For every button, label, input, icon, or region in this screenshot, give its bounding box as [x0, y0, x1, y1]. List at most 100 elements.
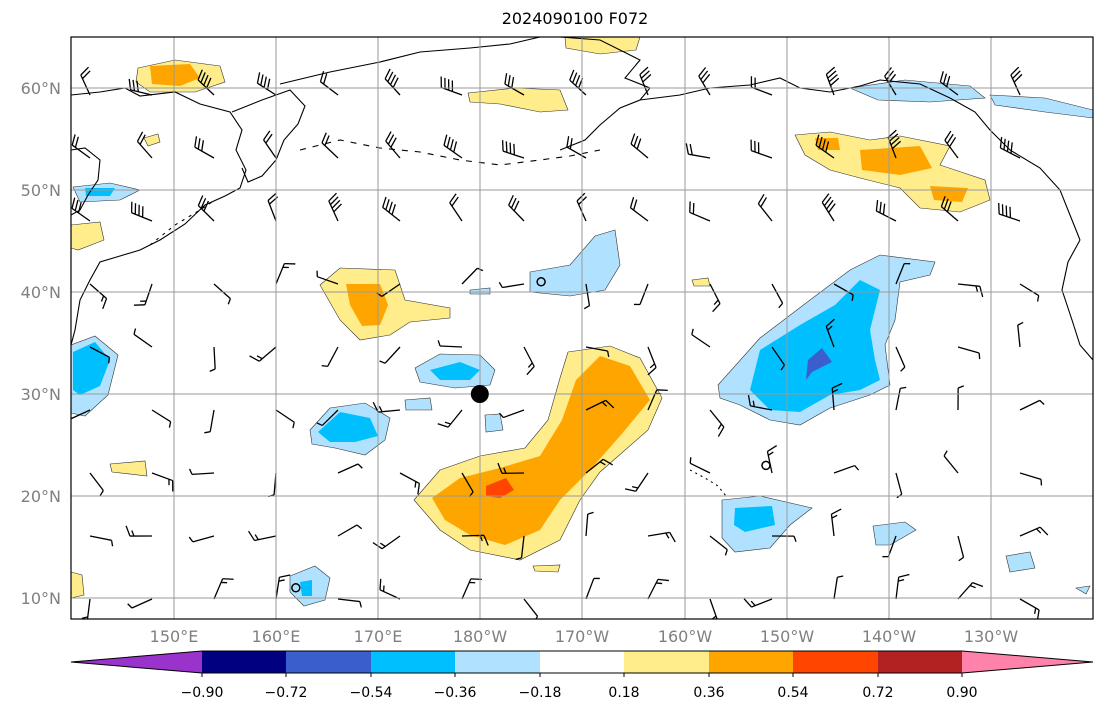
wind-barb [275, 262, 296, 285]
wind-barb [249, 346, 277, 362]
wind-barb [771, 346, 786, 371]
colorbar-tick-label: 0.72 [862, 685, 893, 701]
wind-barb [188, 468, 215, 476]
negative-anomaly-core [300, 580, 312, 596]
wind-barb [957, 283, 984, 298]
wind-barb [743, 598, 773, 608]
colorbar-swatch [962, 651, 1093, 673]
colorbar-swatch [371, 651, 455, 673]
positive-anomaly-region [71, 221, 105, 251]
lat-label: 50°N [21, 181, 61, 200]
wind-barb [585, 511, 594, 537]
hawaii-islands [689, 469, 727, 497]
wind-barb [248, 530, 277, 542]
wind-barb [940, 196, 959, 222]
wind-barb [895, 573, 910, 600]
wind-barb [639, 66, 652, 96]
latitude-labels: 10°N 20°N 30°N 40°N 50°N 60°N [21, 79, 61, 608]
wind-barb [130, 201, 153, 222]
positive-anomaly-region [109, 460, 148, 477]
wind-barb [337, 524, 363, 537]
wind-barb [689, 457, 711, 474]
lat-lon-gridlines [71, 37, 1093, 619]
wind-barb [443, 134, 463, 159]
wind-barb [895, 472, 903, 499]
wind-barb [385, 131, 401, 159]
wind-barb [440, 76, 463, 96]
wind-barb [895, 386, 907, 411]
negative-anomaly-core [318, 412, 378, 442]
wind-barb [689, 201, 711, 222]
wind-barb [815, 134, 835, 159]
calm-wind-marker [761, 460, 771, 471]
wind-barb [585, 346, 610, 357]
wind-barb [399, 472, 420, 495]
wind-barb [133, 283, 153, 306]
wind-barb [125, 525, 153, 537]
wind-barb [204, 409, 215, 434]
wind-barb [71, 409, 91, 420]
colorbar-tick-label: −0.54 [350, 685, 393, 701]
positive-anomaly-region [532, 564, 561, 573]
lat-label: 20°N [21, 487, 61, 506]
wind-barb [80, 66, 91, 96]
wind-barb [833, 575, 844, 600]
negative-anomaly-region [848, 79, 986, 103]
negative-anomaly-region [1005, 551, 1036, 573]
lat-label: 30°N [21, 385, 61, 404]
wind-barb [1017, 321, 1024, 348]
lon-label: 140°W [862, 627, 917, 646]
wind-barb [89, 472, 104, 496]
wind-barb [633, 283, 649, 306]
lon-label: 160°E [252, 627, 301, 646]
negative-anomaly-region [872, 521, 917, 546]
wind-barb [647, 531, 676, 543]
wind-barb [504, 73, 525, 96]
lon-label: 150°W [760, 627, 815, 646]
negative-anomaly-region [404, 397, 433, 411]
colorbar-tick-label: 0.90 [946, 685, 977, 701]
wind-barb [647, 578, 669, 600]
colorbar-tick-label: 0.54 [777, 685, 808, 701]
wind-barb [89, 346, 111, 364]
negative-anomaly-core [734, 506, 775, 532]
wind-barb [316, 409, 339, 427]
wind-barb [188, 535, 215, 543]
lon-label: 160°W [658, 627, 713, 646]
wind-barb [685, 143, 711, 159]
wind-barb [382, 196, 401, 222]
wind-barb [337, 463, 363, 474]
storm-center-marker [470, 385, 489, 403]
wind-barb-layer [71, 66, 1049, 619]
wind-barb [209, 346, 216, 372]
wind-barb [437, 409, 463, 428]
lon-label: 150°E [150, 627, 199, 646]
colorbar-swatch [455, 651, 540, 673]
wind-barb [944, 130, 959, 159]
positive-anomaly-region [143, 133, 161, 147]
wind-barb [372, 401, 401, 413]
wind-barb [379, 346, 401, 364]
colorbar [70, 650, 1094, 677]
colorbar-tick-label: 0.18 [608, 685, 639, 701]
wind-barb [825, 318, 835, 348]
wind-barb [498, 281, 525, 289]
longitude-labels: 150°E 160°E 170°E 180°W 170°W 160°W 150°… [150, 627, 1019, 646]
wind-barb [831, 382, 843, 411]
wind-barb [1019, 399, 1045, 411]
wind-barb [316, 270, 339, 285]
positive-anomaly-region [691, 277, 711, 287]
wind-barb [750, 139, 773, 159]
wind-barb [128, 78, 153, 96]
wind-barb [825, 66, 840, 96]
wind-barb [194, 136, 215, 159]
wind-barb [127, 598, 153, 609]
strong-anomaly-core [486, 478, 514, 498]
colorbar-swatch [878, 651, 962, 673]
wind-barb [151, 409, 172, 428]
wind-barb [630, 133, 649, 159]
map-title: 2024090100 F072 [501, 9, 649, 28]
negative-anomaly-region [484, 413, 504, 433]
wind-barb [1019, 283, 1040, 302]
wind-barb [1019, 526, 1049, 537]
